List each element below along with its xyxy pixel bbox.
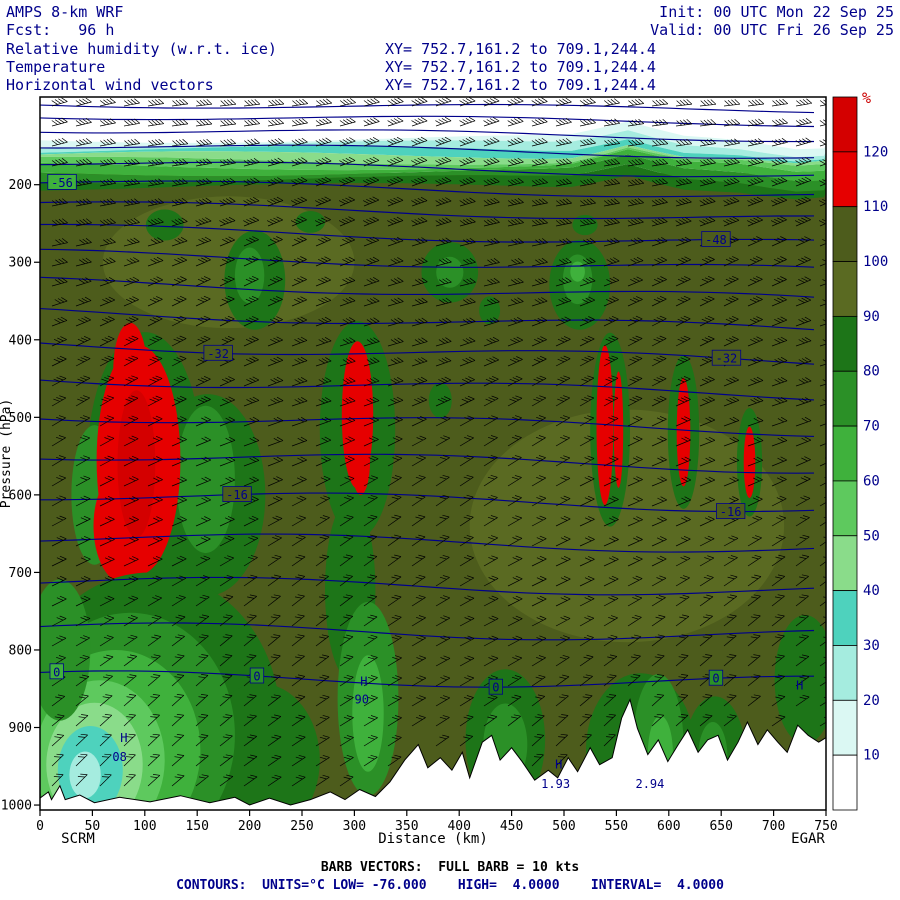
svg-text:150: 150 xyxy=(185,819,208,834)
svg-text:700: 700 xyxy=(762,819,785,834)
svg-text:0: 0 xyxy=(253,669,260,683)
svg-text:40: 40 xyxy=(863,583,880,599)
svg-text:800: 800 xyxy=(9,643,32,658)
svg-text:550: 550 xyxy=(605,819,628,834)
svg-text:350: 350 xyxy=(395,819,418,834)
svg-text:200: 200 xyxy=(238,819,261,834)
svg-text:-56: -56 xyxy=(51,176,73,190)
svg-text:50: 50 xyxy=(863,528,880,544)
right-station-label: EGAR xyxy=(791,831,825,847)
left-station-label: SCRM xyxy=(61,831,95,847)
axes: 0 50 100 150 200 250 300 350 400 450 500 550 600 650 7… xyxy=(0,96,838,847)
svg-text:100: 100 xyxy=(863,254,888,270)
svg-text:600: 600 xyxy=(9,488,32,503)
svg-text:300: 300 xyxy=(343,819,366,834)
svg-text:400: 400 xyxy=(447,819,470,834)
svg-text:700: 700 xyxy=(9,566,32,581)
svg-text:30: 30 xyxy=(863,638,880,654)
svg-text:H: H xyxy=(796,679,803,693)
y-axis-title: Pressure (hPa) xyxy=(0,399,14,509)
svg-text:90: 90 xyxy=(863,309,880,325)
field-label-temperature: Temperature xyxy=(6,58,106,76)
field-xy-wind: XY= 752.7,161.2 to 709.1,244.4 xyxy=(385,76,656,94)
terrain-profile xyxy=(40,698,826,810)
plot-border xyxy=(39,96,827,811)
svg-text:20: 20 xyxy=(863,693,880,709)
svg-text:H: H xyxy=(360,675,367,689)
field-xy-humidity: XY= 752.7,161.2 to 709.1,244.4 xyxy=(385,40,656,58)
svg-text:650: 650 xyxy=(709,819,732,834)
svg-text:2.94: 2.94 xyxy=(635,777,664,791)
svg-text:100: 100 xyxy=(133,819,156,834)
svg-text:110: 110 xyxy=(863,199,888,215)
wind-barbs xyxy=(51,97,826,787)
svg-text:1.93: 1.93 xyxy=(541,777,570,791)
svg-text:600: 600 xyxy=(657,819,680,834)
svg-text:60: 60 xyxy=(863,473,880,489)
colorbar: 120 110 100 90 80 70 60 50 40 30 20 10% xyxy=(832,89,888,811)
svg-text:50: 50 xyxy=(85,819,101,834)
svg-text:-48: -48 xyxy=(705,233,727,247)
init-time: Init: 00 UTC Mon 22 Sep 25 xyxy=(650,3,894,21)
model-title: AMPS 8-km WRF xyxy=(6,3,124,21)
svg-text:90: 90 xyxy=(355,692,369,706)
svg-text:900: 900 xyxy=(9,721,32,736)
field-label-wind: Horizontal wind vectors xyxy=(6,76,214,94)
svg-text:200: 200 xyxy=(9,178,32,193)
field-label-humidity: Relative humidity (w.r.t. ice) xyxy=(6,40,277,58)
svg-text:1000: 1000 xyxy=(1,799,32,814)
svg-text:0: 0 xyxy=(492,681,499,695)
svg-text:10: 10 xyxy=(863,748,880,764)
colorbar-unit-label: % xyxy=(862,89,871,107)
svg-text:0: 0 xyxy=(53,665,60,679)
svg-text:-32: -32 xyxy=(716,352,738,366)
contour-labels: -56 -48 -32 -32 -16 -16 0 0 0 0 H 08 H 90 H 1.93 2.94 H xyxy=(47,173,803,791)
svg-text:300: 300 xyxy=(9,256,32,271)
svg-text:-16: -16 xyxy=(720,505,742,519)
svg-text:08: 08 xyxy=(112,750,126,764)
wind-barbs-layer xyxy=(51,97,826,787)
field-xy-temperature: XY= 752.7,161.2 to 709.1,244.4 xyxy=(385,58,656,76)
svg-text:500: 500 xyxy=(9,411,32,426)
svg-text:0: 0 xyxy=(36,819,44,834)
contour-legend-line: CONTOURS: UNITS=°C LOW= -76.000 HIGH= 4.… xyxy=(176,878,724,893)
svg-text:400: 400 xyxy=(9,333,32,348)
svg-text:500: 500 xyxy=(552,819,575,834)
svg-text:80: 80 xyxy=(863,364,880,380)
temperature-contours xyxy=(40,103,826,810)
svg-text:120: 120 xyxy=(863,144,888,160)
forecast-hour: Fcst: 96 h xyxy=(6,21,115,39)
svg-text:0: 0 xyxy=(712,672,719,686)
svg-text:H: H xyxy=(555,758,562,772)
barb-legend-line: BARB VECTORS: FULL BARB = 10 kts xyxy=(320,860,580,875)
svg-text:-32: -32 xyxy=(207,347,229,361)
svg-text:H: H xyxy=(120,731,127,745)
svg-text:250: 250 xyxy=(290,819,313,834)
svg-text:750: 750 xyxy=(814,819,837,834)
svg-text:-16: -16 xyxy=(226,488,248,502)
valid-time: Valid: 00 UTC Fri 26 Sep 25 xyxy=(650,21,894,39)
svg-text:70: 70 xyxy=(863,419,880,435)
svg-text:450: 450 xyxy=(500,819,523,834)
x-axis-title: Distance (km) xyxy=(378,831,488,847)
